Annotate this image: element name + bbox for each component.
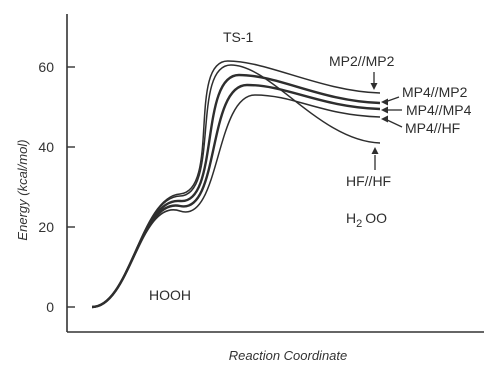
arrowhead [370,83,378,90]
product-label-sub: 2 [356,218,362,230]
arrowhead [381,115,388,123]
energy-curve [91,94,381,308]
series-label: MP2//MP2 [329,53,395,69]
y-tick-label: 60 [38,59,54,75]
series-label: MP4//MP2 [402,84,468,100]
arrowhead [381,106,388,114]
ts-label: TS-1 [223,29,254,45]
energy-curve [91,64,381,308]
product-label-h: H [346,210,356,226]
product-label: H2 OO [346,210,387,230]
reactant-label: HOOH [149,287,191,303]
annotations: MP2//MP2 MP4//MP2 MP4//MP4 MP4//HF HF//HF TS-… [149,29,472,303]
product-label-oo: OO [365,210,387,226]
y-tick-label: 0 [46,299,54,315]
energy-curve [91,73,381,309]
axes: 0 20 40 60 Energy (kcal/mol) Reaction Coordin… [15,14,484,363]
y-tick-label: 40 [38,139,54,155]
series-label: MP4//MP4 [406,102,472,118]
series-label: HF//HF [346,173,391,189]
y-tick-label: 20 [38,219,54,235]
x-axis-label: Reaction Coordinate [229,348,348,363]
arrowhead [371,147,379,154]
series-label: MP4//HF [405,120,460,136]
arrowhead [381,98,388,106]
energy-curve [91,83,381,309]
y-axis-label: Energy (kcal/mol) [15,139,30,240]
energy-curves [91,60,381,309]
